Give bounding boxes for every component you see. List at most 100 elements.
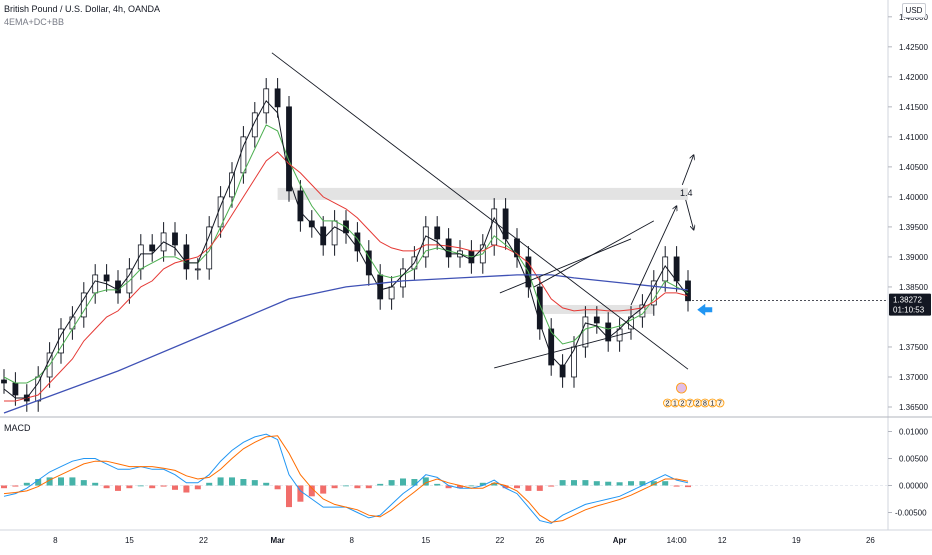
macd-histogram-bar <box>548 485 555 487</box>
time-tick-label: 26 <box>535 536 544 545</box>
candle-body <box>286 106 292 192</box>
macd-histogram-bar <box>160 485 167 487</box>
macd-histogram-bar <box>240 479 247 486</box>
candle-body <box>35 376 42 402</box>
macd-tick-label: 0.00000 <box>899 482 928 491</box>
macd-histogram-bar <box>12 485 19 487</box>
price-tick-label: 1.36500 <box>899 403 928 412</box>
candle-body <box>331 220 338 246</box>
last-price-box <box>889 293 931 316</box>
projection-arrow <box>681 155 693 186</box>
price-tick-label: 1.40500 <box>899 163 928 172</box>
macd-histogram-bar <box>434 483 441 486</box>
candle-body <box>582 316 589 348</box>
candle-body <box>650 280 657 306</box>
macd-histogram-bar <box>365 485 372 489</box>
price-tick-label: 1.39500 <box>899 223 928 232</box>
candle-body <box>422 226 429 258</box>
zone-rectangle <box>277 187 688 200</box>
chart-title: British Pound / U.S. Dollar, 4h, OANDA <box>4 4 161 14</box>
event-badge-count: 7 <box>688 401 692 408</box>
trendline <box>499 238 632 294</box>
macd-histogram-bar <box>571 480 577 486</box>
ema-fast-line <box>3 99 689 399</box>
candle-body <box>605 322 612 342</box>
macd-histogram-bar <box>582 480 589 486</box>
macd-histogram-bar <box>605 481 612 486</box>
blue-arrow-marker <box>697 303 713 316</box>
time-tick-label: 8 <box>349 536 354 545</box>
macd-histogram-bar <box>685 485 691 488</box>
macd-histogram-bar <box>183 485 190 493</box>
trendline <box>271 52 689 370</box>
projection-arrow <box>685 199 694 230</box>
macd-histogram-bar <box>194 485 201 490</box>
macd-histogram-bar <box>320 485 327 494</box>
macd-histogram-bar <box>502 485 509 489</box>
event-badge-count: 2 <box>666 401 670 408</box>
candle-body <box>194 268 201 271</box>
macd-histogram-bar <box>308 485 315 497</box>
price-tick-label: 1.37500 <box>899 343 928 352</box>
macd-histogram-bar <box>58 477 64 486</box>
macd-histogram-bar <box>343 485 349 487</box>
candle-body <box>1 379 7 384</box>
indicator-legend: 4EMA+DC+BB <box>4 17 65 27</box>
candle-body <box>559 364 566 378</box>
time-tick-label: Apr <box>613 536 627 545</box>
event-flag-icon <box>676 382 687 394</box>
ema-red-line <box>4 151 689 402</box>
macd-histogram-bar <box>92 482 99 486</box>
price-tick-label: 1.41000 <box>899 133 928 142</box>
macd-histogram-bar <box>206 482 213 486</box>
time-tick-label: 22 <box>495 536 504 545</box>
macd-histogram-bar <box>525 485 532 491</box>
macd-histogram-bar <box>115 485 121 491</box>
projection-arrow <box>630 206 677 306</box>
event-badge <box>715 398 725 408</box>
candle-body <box>673 256 680 282</box>
candle-body <box>183 244 190 270</box>
macd-histogram-bar <box>69 477 76 486</box>
price-tick-label: 1.37000 <box>899 373 928 382</box>
event-badge-count: 8 <box>703 401 707 408</box>
candle-body <box>80 292 87 318</box>
candle-body <box>434 226 441 240</box>
candle-body <box>103 274 110 282</box>
price-tick-label: 1.40000 <box>899 193 928 202</box>
currency-button[interactable]: USD <box>902 3 926 18</box>
time-tick-label: 26 <box>866 536 875 545</box>
macd-histogram-bar <box>229 477 235 486</box>
candle-body <box>274 88 281 108</box>
candle-body <box>536 286 543 330</box>
macd-histogram-bar <box>331 485 338 489</box>
macd-label: MACD <box>4 423 31 433</box>
level-label: 1.4 <box>680 188 693 198</box>
macd-histogram-bar <box>445 485 452 489</box>
macd-histogram-bar <box>616 482 623 486</box>
last-price-label: 1.38272 <box>893 296 922 305</box>
candle-body <box>593 316 600 324</box>
macd-histogram-bar <box>628 481 634 486</box>
event-badge-count: 7 <box>718 401 722 408</box>
macd-histogram-bar <box>457 485 463 489</box>
time-tick-label: 19 <box>792 536 801 545</box>
macd-histogram-bar <box>172 485 178 490</box>
candle-body <box>548 328 555 366</box>
ema-blue-line <box>3 274 689 414</box>
event-badge-count: 1 <box>711 401 715 408</box>
macd-tick-label: 0.01000 <box>899 428 928 437</box>
macd-histogram-bar <box>297 485 304 502</box>
macd-histogram-bar <box>536 485 543 491</box>
price-tick-label: 1.41500 <box>899 103 928 112</box>
macd-histogram-bar <box>23 482 30 486</box>
price-tick-label: 1.42000 <box>899 73 928 82</box>
macd-histogram-bar <box>514 485 520 489</box>
macd-histogram-bar <box>103 485 110 489</box>
time-tick-label: 22 <box>199 536 208 545</box>
countdown-label: 01:10:53 <box>893 306 925 315</box>
candle-body <box>365 250 372 276</box>
